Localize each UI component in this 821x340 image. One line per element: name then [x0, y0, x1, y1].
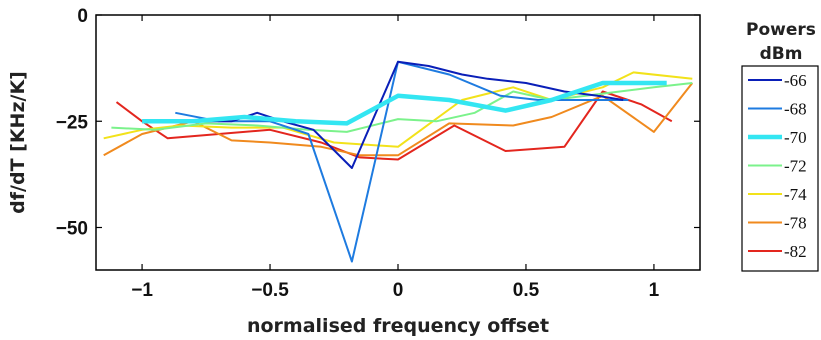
- x-tick-label: 0: [393, 280, 404, 301]
- x-axis-title: normalised frequency offset: [247, 315, 549, 337]
- legend-label: -74: [784, 185, 807, 204]
- y-tick-label: −50: [56, 219, 88, 240]
- series-line: [175, 60, 629, 263]
- y-tick-label: −25: [56, 112, 89, 133]
- plot-lines: [103, 60, 694, 263]
- series-line: [111, 82, 693, 133]
- y-axis-title: df/dT [KHz/K]: [7, 71, 29, 214]
- x-tick-label: 1: [649, 280, 660, 301]
- x-tick-label: −1: [131, 280, 153, 301]
- legend-label: -78: [784, 214, 807, 233]
- legend-label: -82: [784, 242, 807, 261]
- legend-subtitle: dBm: [760, 44, 803, 64]
- y-tick-label: 0: [77, 6, 88, 27]
- legend-label: -66: [784, 71, 807, 90]
- x-tick-label: −0.5: [251, 280, 289, 301]
- series-line: [142, 80, 667, 126]
- legend-title: Powers: [746, 20, 816, 40]
- legend-box: [741, 65, 819, 272]
- plot-frame: [95, 14, 701, 271]
- legend-label: -70: [784, 128, 807, 147]
- x-tick-label: 0.5: [513, 280, 540, 301]
- legend: Powers dBm -66 -68 -70 -72 -74 -78 -82: [741, 20, 819, 272]
- x-axis: −1 −0.5 0 0.5 1: [131, 15, 660, 301]
- series-line: [103, 71, 693, 148]
- y-axis: 0 −25 −50: [56, 6, 700, 240]
- legend-label: -68: [784, 100, 807, 119]
- legend-label: -72: [784, 157, 807, 176]
